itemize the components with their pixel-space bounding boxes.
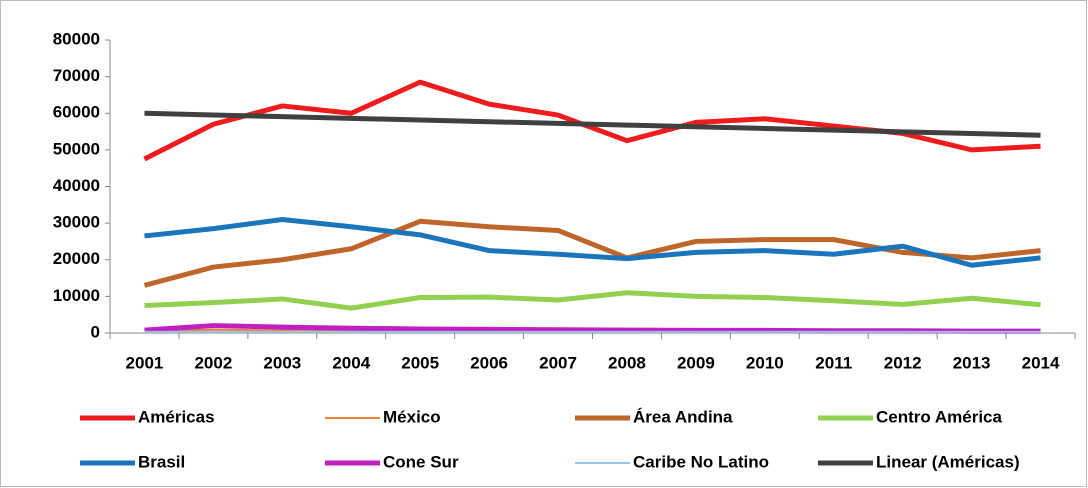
x-tick-label: 2008: [608, 353, 646, 372]
line-series: [144, 216, 1041, 268]
x-tick-label: 2011: [815, 353, 852, 372]
x-tick-label: 2001: [126, 353, 164, 372]
line-series: [144, 290, 1041, 311]
y-tick-label: 80000: [53, 29, 100, 48]
y-tick-label: 40000: [53, 176, 100, 195]
y-tick-label: 10000: [53, 286, 100, 305]
x-tick-label: 2003: [263, 353, 301, 372]
y-tick-label: 30000: [53, 213, 100, 232]
legend-label: Linear (Américas): [876, 452, 1020, 471]
x-tick-label: 2013: [953, 353, 991, 372]
x-tick-label: 2007: [539, 353, 577, 372]
y-tick-label: 20000: [53, 249, 100, 268]
y-tick-label: 70000: [53, 66, 100, 85]
line-series: [144, 110, 1041, 138]
x-tick-label: 2002: [194, 353, 232, 372]
legend-label: Brasil: [138, 452, 185, 471]
line-series: [144, 323, 1041, 334]
y-tick-label: 0: [91, 322, 100, 341]
legend-label: Caribe No Latino: [633, 452, 769, 471]
legend-label: Área Andina: [633, 407, 733, 426]
x-tick-label: 2006: [470, 353, 508, 372]
y-tick-label: 60000: [53, 103, 100, 122]
legend-label: México: [383, 407, 441, 426]
legend-label: Cone Sur: [383, 452, 459, 471]
x-tick-label: 2009: [677, 353, 715, 372]
line-series: [143, 218, 1041, 288]
y-tick-label: 50000: [53, 139, 100, 158]
x-tick-label: 2014: [1022, 353, 1060, 372]
x-tick-label: 2004: [332, 353, 370, 372]
legend-label: Centro América: [876, 407, 1003, 426]
legend-label: Américas: [138, 407, 215, 426]
x-tick-label: 2005: [401, 353, 439, 372]
x-tick-label: 2012: [884, 353, 922, 372]
x-tick-label: 2010: [746, 353, 784, 372]
